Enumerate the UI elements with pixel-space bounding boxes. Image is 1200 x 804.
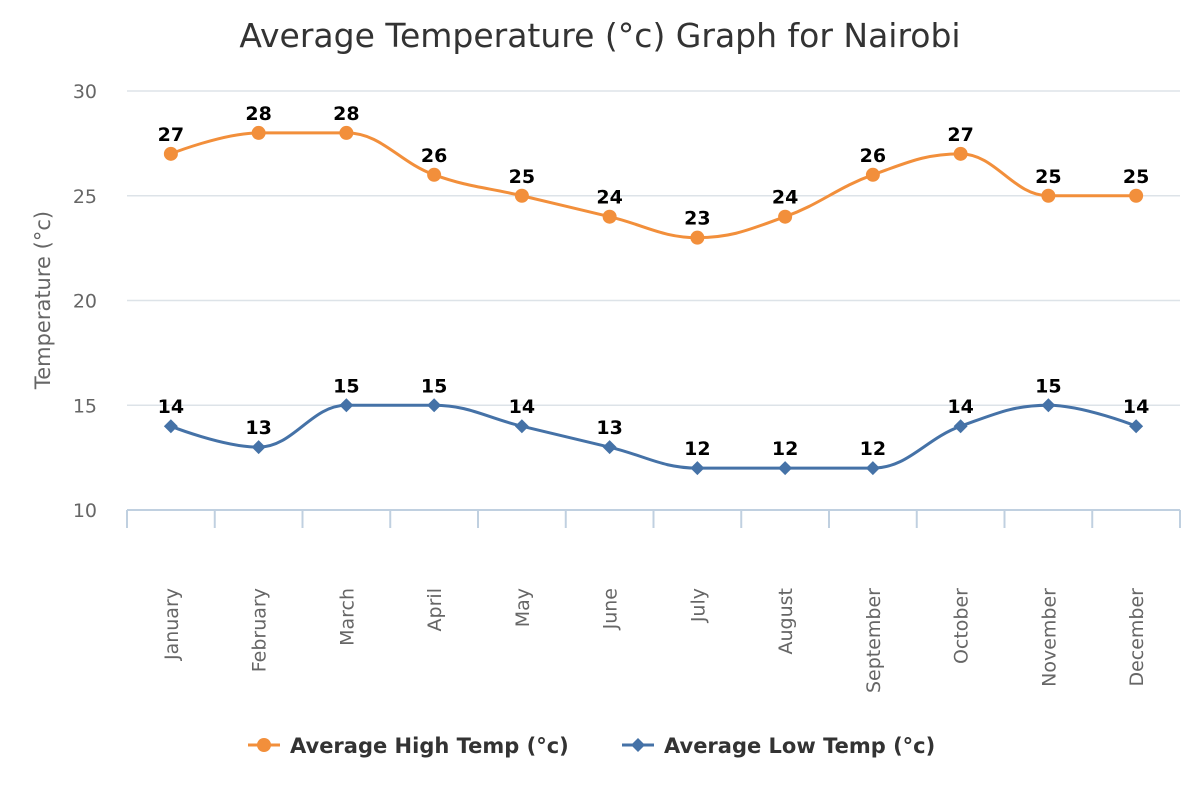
data-label: 26 — [421, 145, 447, 167]
data-label: 14 — [509, 396, 535, 418]
y-tick-label: 15 — [73, 395, 97, 417]
legend-item-low[interactable]: Average Low Temp (°c) — [622, 734, 935, 758]
series-line-high — [170, 131, 1137, 240]
data-label: 14 — [947, 396, 973, 418]
x-tick-label: August — [775, 588, 797, 655]
data-label: 24 — [596, 187, 622, 209]
x-tick-label: January — [161, 588, 183, 661]
x-tick-label: March — [336, 588, 358, 646]
data-point — [163, 146, 178, 161]
chart-title: Average Temperature (°c) Graph for Nairo… — [239, 16, 960, 55]
data-point — [427, 398, 442, 413]
x-tick-label: October — [951, 588, 973, 664]
legend-circle-icon — [257, 738, 271, 752]
data-label: 25 — [509, 166, 535, 188]
data-point — [163, 419, 178, 434]
x-tick-label: May — [512, 588, 534, 627]
data-label: 13 — [596, 417, 622, 439]
data-label: 15 — [1035, 375, 1061, 397]
data-point — [339, 398, 354, 413]
x-tick-label: February — [249, 588, 271, 672]
x-tick-label: September — [863, 588, 885, 693]
data-point — [339, 125, 354, 140]
data-point — [778, 209, 793, 224]
legend-item-high[interactable]: Average High Temp (°c) — [248, 734, 569, 758]
data-label: 27 — [947, 124, 973, 146]
legend-label: Average High Temp (°c) — [290, 734, 569, 758]
data-label: 28 — [245, 103, 271, 125]
x-tick-label: June — [600, 588, 622, 630]
data-label: 12 — [772, 438, 798, 460]
legend-diamond-icon — [631, 738, 645, 752]
x-tick-label: December — [1126, 588, 1148, 687]
y-tick-label: 10 — [73, 500, 97, 522]
data-point — [778, 461, 793, 476]
data-label: 26 — [860, 145, 886, 167]
x-tick-label: November — [1038, 588, 1060, 687]
data-label: 12 — [684, 438, 710, 460]
data-point — [514, 419, 529, 434]
data-label: 28 — [333, 103, 359, 125]
data-point — [602, 209, 617, 224]
data-label: 14 — [1123, 396, 1149, 418]
data-label: 24 — [772, 187, 798, 209]
data-point — [953, 146, 968, 161]
data-point — [251, 125, 266, 140]
data-label: 14 — [158, 396, 184, 418]
legend-label: Average Low Temp (°c) — [664, 734, 935, 758]
data-point — [1129, 188, 1144, 203]
y-tick-label: 30 — [73, 81, 97, 103]
data-point — [514, 188, 529, 203]
data-point — [690, 461, 705, 476]
data-label: 27 — [158, 124, 184, 146]
data-label: 23 — [684, 208, 710, 230]
data-point — [1041, 398, 1056, 413]
x-tick-label: April — [424, 588, 446, 631]
y-axis-title: Temperature (°c) — [31, 211, 55, 390]
y-tick-label: 25 — [73, 186, 97, 208]
data-label: 15 — [333, 375, 359, 397]
series-line-low — [170, 403, 1137, 470]
data-point — [251, 440, 266, 455]
data-point — [690, 230, 705, 245]
data-point — [865, 167, 880, 182]
data-label: 25 — [1035, 166, 1061, 188]
data-point — [953, 419, 968, 434]
data-label: 25 — [1123, 166, 1149, 188]
data-label: 12 — [860, 438, 886, 460]
data-point — [1041, 188, 1056, 203]
data-label: 15 — [421, 375, 447, 397]
x-tick-label: July — [687, 588, 709, 623]
data-point — [865, 461, 880, 476]
data-point — [1129, 419, 1144, 434]
y-tick-label: 20 — [73, 291, 97, 313]
data-point — [602, 440, 617, 455]
data-point — [427, 167, 442, 182]
data-label: 13 — [245, 417, 271, 439]
